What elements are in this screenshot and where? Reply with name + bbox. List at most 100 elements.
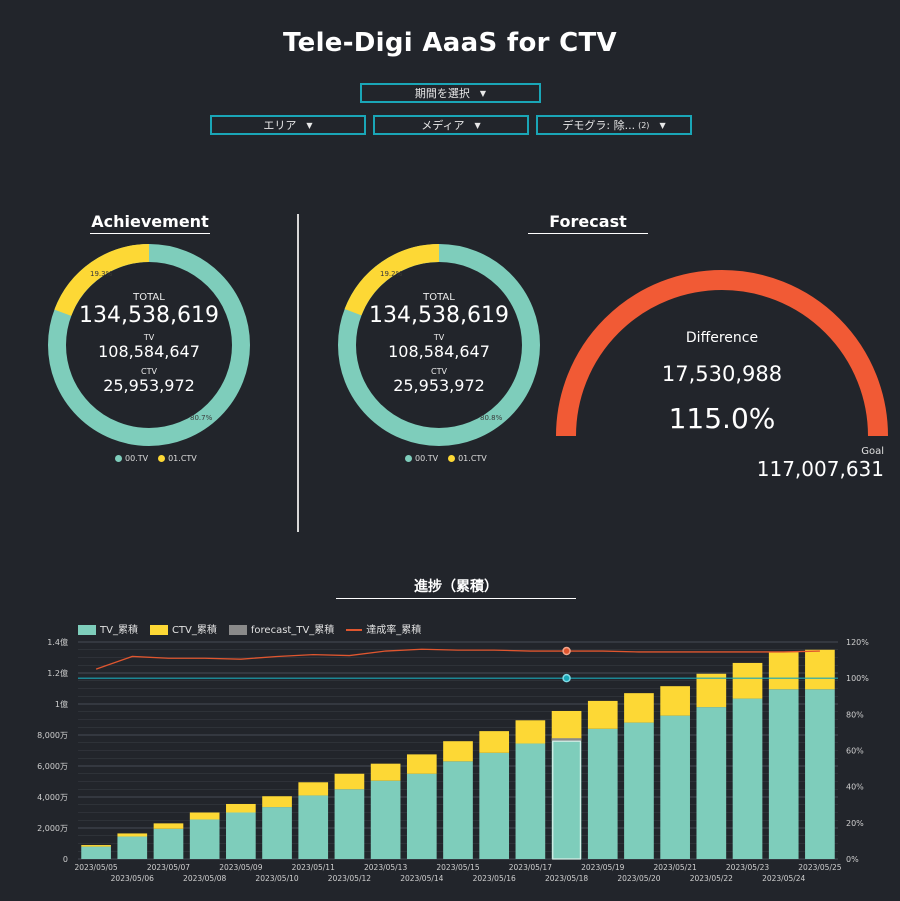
achievement-legend: 00.TV 01.CTV (115, 454, 197, 463)
x-tick-label: 2023/05/21 (654, 863, 697, 872)
donut-ctv-slice (54, 244, 150, 317)
legend-ctv-label: 01.CTV (458, 454, 487, 463)
demo-select[interactable]: デモグラ: 除... (2) ▼ (536, 115, 692, 135)
rate-line (95, 648, 820, 670)
x-tick-label: 2023/05/13 (364, 863, 407, 872)
x-tick-label: 2023/05/22 (690, 874, 733, 883)
forecast-total-label: TOTAL (423, 292, 455, 303)
tv-dot-icon (405, 455, 412, 462)
bar-ctv (370, 763, 401, 781)
bar-ctv (117, 833, 148, 837)
forecast-legend: 00.TV 01.CTV (405, 454, 487, 463)
bar-ctv (696, 673, 727, 708)
forecast-total-value: 134,538,619 (369, 303, 509, 328)
x-tick-label: 2023/05/07 (147, 863, 190, 872)
forecast-donut: TOTAL 134,538,619 TV 108,584,647 CTV 25,… (336, 242, 542, 448)
bar-tv (805, 689, 835, 859)
forecast-ctv-value: 25,953,972 (393, 376, 485, 395)
forecast-ctv-pct: 19.2% (380, 270, 403, 278)
x-tick-label: 2023/05/06 (111, 874, 154, 883)
x-tick-label: 2023/05/17 (509, 863, 552, 872)
y-right-tick: 40% (846, 783, 864, 792)
y-left-tick: 1億 (55, 699, 68, 709)
x-tick-label: 2023/05/05 (74, 863, 117, 872)
y-left-tick: 2,000万 (37, 824, 68, 833)
x-tick-label: 2023/05/18 (545, 874, 588, 883)
forecast-swatch-icon (228, 625, 247, 635)
achievement-tv-value: 108,584,647 (98, 342, 200, 361)
x-tick-label: 2023/05/12 (328, 874, 371, 883)
bar-ctv (153, 823, 184, 829)
bar-tv (262, 807, 292, 859)
y-left-tick: 6,000万 (37, 762, 68, 771)
x-tick-label: 2023/05/24 (762, 874, 805, 883)
bar-tv (696, 707, 727, 859)
x-tick-label: 2023/05/20 (617, 874, 660, 883)
difference-gauge (556, 270, 888, 437)
gauge-goal-value: 117,007,631 (756, 457, 884, 481)
legend-item-ctv[interactable]: CTV_累積 (149, 621, 217, 636)
demo-select-count: (2) (638, 120, 650, 130)
bar-tv (370, 780, 401, 859)
gauge-difference-value: 17,530,988 (661, 362, 783, 386)
forecast-ctv-label: CTV (431, 367, 447, 376)
x-tick-label: 2023/05/19 (581, 863, 624, 872)
y-right-tick: 100% (846, 674, 869, 683)
legend-forecast-text: forecast_TV_累積 (250, 625, 335, 636)
gauge-difference-label: Difference (685, 330, 759, 346)
vertical-divider (297, 214, 299, 532)
bar-tv (406, 773, 437, 859)
legend-rate-text: 達成率_累積 (366, 625, 422, 636)
bar-tv (153, 828, 184, 859)
chevron-down-icon: ▼ (659, 120, 666, 130)
y-left-tick: 8,000万 (37, 731, 68, 740)
ctv-dot-icon (448, 455, 456, 462)
y-left-tick: 0 (63, 855, 68, 864)
legend-item-forecast[interactable]: forecast_TV_累積 (228, 621, 335, 636)
achievement-total-value: 134,538,619 (79, 303, 219, 328)
bar-tv (443, 761, 473, 859)
demo-select-label: デモグラ: 除... (562, 119, 636, 132)
area-select[interactable]: エリア ▼ (210, 115, 366, 135)
achievement-ctv-value: 25,953,972 (103, 376, 195, 395)
period-select[interactable]: 期間を選択 ▼ (360, 83, 541, 103)
y-right-tick: 20% (846, 819, 864, 828)
tv-dot-icon (115, 455, 122, 462)
bar-tv (660, 715, 690, 859)
bar-tv (189, 819, 220, 859)
progress-title: 進捗（累積） (336, 576, 576, 599)
bar-ctv (189, 812, 220, 820)
bar-tv (587, 728, 618, 859)
x-tick-label: 2023/05/15 (436, 863, 479, 872)
legend-ctv: 01.CTV (448, 454, 487, 463)
bar-tv (624, 722, 654, 859)
bar-ctv (732, 662, 763, 699)
bar-ctv (406, 754, 437, 774)
legend-item-tv[interactable]: TV_累積 (78, 621, 138, 636)
legend-tv-label: 00.TV (125, 454, 149, 463)
chevron-down-icon: ▼ (474, 120, 481, 130)
bar-tv (551, 741, 582, 859)
bar-ctv (768, 652, 799, 690)
legend-ctv: 01.CTV (158, 454, 197, 463)
progress-chart: 0 2,000万 4,000万 6,000万 8,000万 1億 1.2億 1.4億 0% 20%… (37, 637, 869, 883)
rate-marker[interactable] (562, 646, 571, 656)
target-marker[interactable] (562, 673, 571, 683)
bar-ctv (515, 720, 546, 744)
legend-item-rate[interactable]: 達成率_累積 (346, 621, 421, 636)
x-tick-label: 2023/05/23 (726, 863, 769, 872)
forecast-tv-pct: 80.8% (480, 414, 503, 422)
media-select[interactable]: メディア ▼ (373, 115, 529, 135)
achievement-ctv-pct: 19.3% (90, 270, 113, 278)
media-select-label: メディア (421, 119, 465, 132)
y-left-tick: 1.4億 (47, 637, 68, 647)
forecast-tv-value: 108,584,647 (388, 342, 490, 361)
legend-tv: 00.TV (115, 454, 148, 463)
bar-ctv (226, 803, 256, 813)
bar-tv (226, 812, 256, 859)
legend-ctv-text: CTV_累積 (171, 625, 217, 636)
bar-ctv (334, 773, 365, 790)
forecast-donut-chart (338, 244, 540, 446)
x-tick-label: 2023/05/08 (183, 874, 226, 883)
achievement-ctv-label: CTV (141, 367, 157, 376)
